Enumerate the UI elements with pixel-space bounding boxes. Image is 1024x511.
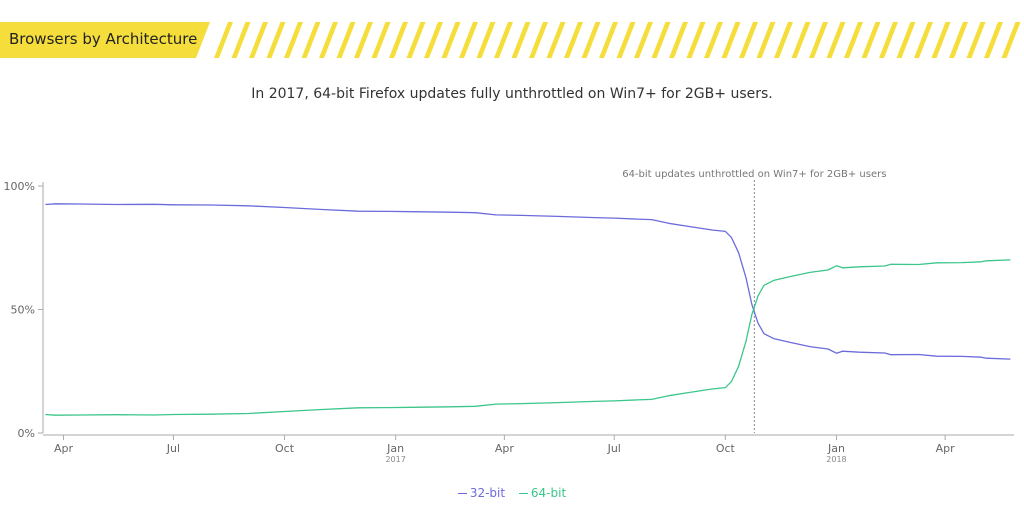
stripe: [459, 22, 478, 58]
chart-subtitle: In 2017, 64-bit Firefox updates fully un…: [251, 86, 773, 102]
legend-item-64bit[interactable]: 64-bit: [518, 486, 567, 500]
stripe: [616, 22, 636, 58]
x-tick-label: Jul: [166, 442, 180, 455]
stripe: [301, 22, 321, 58]
stripe: [966, 22, 986, 58]
stripe: [336, 22, 356, 58]
x-tick-year-label: 2018: [826, 455, 846, 464]
stripe: [931, 22, 951, 58]
header-title-box: Browsers by Architecture: [0, 22, 210, 58]
stripe: [546, 22, 566, 58]
stripe: [371, 22, 391, 58]
stripe: [266, 22, 286, 58]
stripe: [214, 22, 233, 58]
stripe: [599, 22, 618, 58]
stripe: [686, 22, 706, 58]
legend-label-32bit: 32-bit: [469, 486, 506, 500]
stripe: [1001, 22, 1021, 58]
stripe: [826, 22, 846, 58]
legend-swatch-32bit: [457, 493, 467, 494]
stripe: [861, 22, 881, 58]
stripe: [529, 22, 548, 58]
x-tick-label: Apr: [495, 442, 515, 455]
stripe: [494, 22, 513, 58]
stripe: [669, 22, 688, 58]
chart-legend: 32-bit 64-bit: [0, 486, 1024, 500]
stripe: [476, 22, 496, 58]
stripe: [634, 22, 653, 58]
stripe: [651, 22, 671, 58]
x-tick-label: Oct: [716, 442, 736, 455]
stripe: [441, 22, 461, 58]
stripe: [756, 22, 776, 58]
x-tick-label: Jul: [607, 442, 621, 455]
y-tick-label: 50%: [11, 304, 35, 317]
stripe: [406, 22, 426, 58]
x-tick-year-label: 2017: [385, 455, 405, 464]
legend-label-64bit: 64-bit: [530, 486, 567, 500]
series-line-64-bit[interactable]: [45, 259, 1011, 416]
stripe: [564, 22, 583, 58]
stripe: [284, 22, 303, 58]
stripe: [879, 22, 898, 58]
stripe: [896, 22, 916, 58]
stripe: [791, 22, 811, 58]
legend-item-32bit[interactable]: 32-bit: [457, 486, 506, 500]
stripe: [914, 22, 933, 58]
stripe: [424, 22, 443, 58]
stripe: [844, 22, 863, 58]
stripe: [231, 22, 251, 58]
stripe: [354, 22, 373, 58]
y-tick-label: 100%: [4, 180, 35, 193]
stripe: [721, 22, 741, 58]
stripe: [511, 22, 531, 58]
x-tick-label: Apr: [54, 442, 74, 455]
x-tick-label: Apr: [936, 442, 956, 455]
x-tick-label: Oct: [275, 442, 295, 455]
stripe: [984, 22, 1003, 58]
y-tick-label: 0%: [18, 427, 35, 440]
x-tick-label: Jan: [827, 442, 845, 455]
page-title: Browsers by Architecture: [9, 30, 198, 48]
header-banner: Browsers by Architecture: [0, 22, 1024, 58]
stripe: [809, 22, 828, 58]
annotation-label: 64-bit updates unthrottled on Win7+ for …: [622, 169, 886, 180]
stripe: [704, 22, 723, 58]
series-line-32-bit[interactable]: [45, 203, 1011, 360]
decorative-stripes: [214, 22, 1021, 58]
stripe: [774, 22, 793, 58]
x-tick-label: Jan: [386, 442, 404, 455]
stripe: [739, 22, 758, 58]
stripe: [389, 22, 408, 58]
stripe: [581, 22, 601, 58]
stripe: [319, 22, 338, 58]
legend-swatch-64bit: [518, 493, 528, 494]
stripe: [249, 22, 268, 58]
stripe: [949, 22, 968, 58]
